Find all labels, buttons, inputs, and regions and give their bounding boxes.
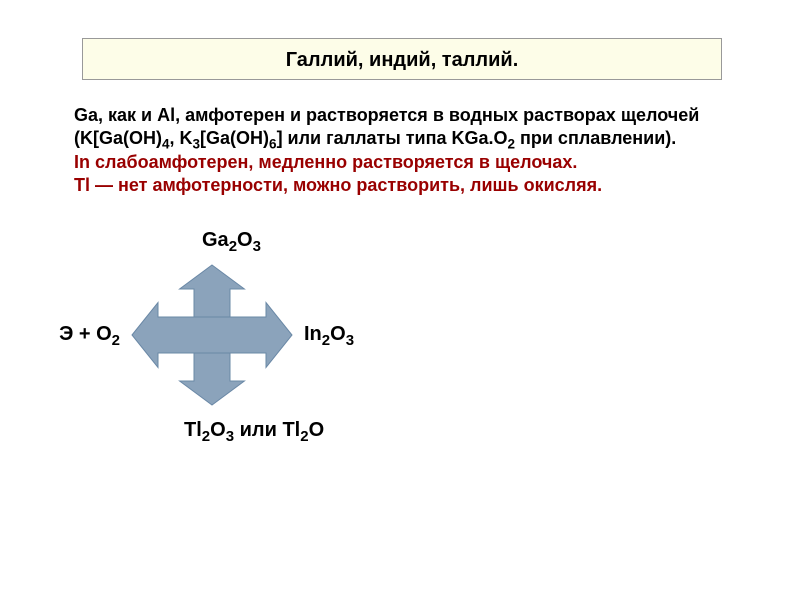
formula-left: Э + O2 <box>59 323 120 346</box>
reaction-diagram <box>0 0 794 595</box>
formula-bottom: Tl2O3 или Tl2O <box>184 419 324 442</box>
formula-right: In2O3 <box>304 323 354 346</box>
formula-top: Ga2O3 <box>202 229 261 252</box>
cross-arrows-icon <box>0 0 794 595</box>
